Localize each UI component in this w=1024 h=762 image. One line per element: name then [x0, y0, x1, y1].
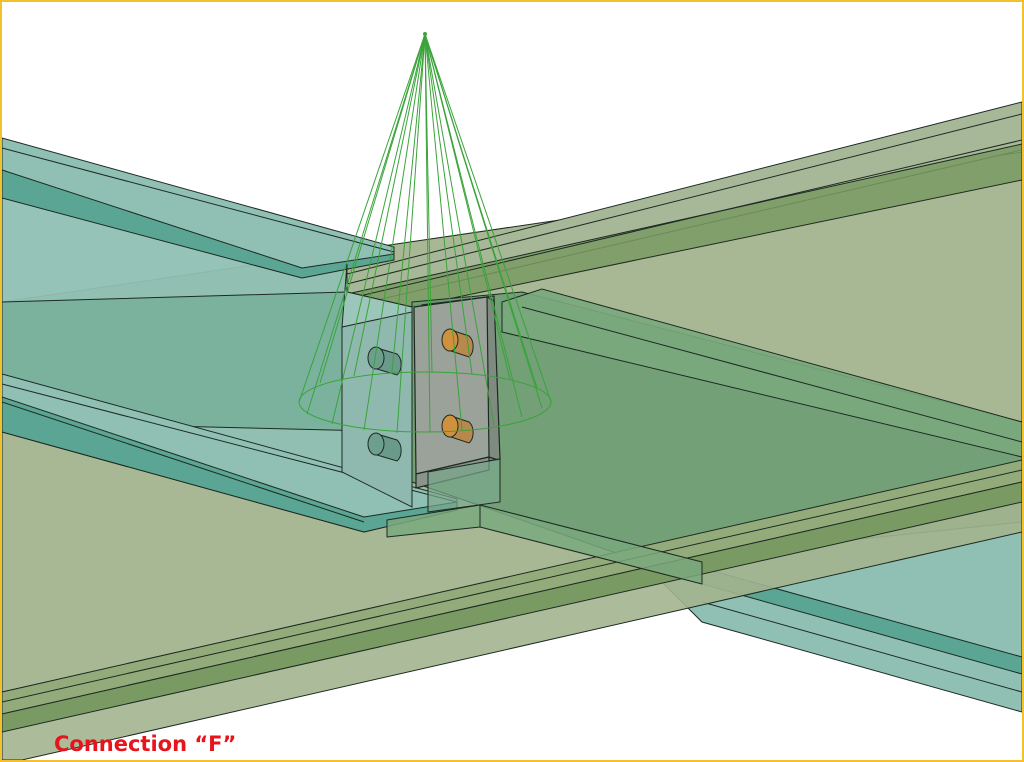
connection-plate — [413, 295, 501, 489]
bolt-3 — [441, 328, 474, 358]
plate-face — [413, 296, 490, 475]
connection-caption: Connection “F” — [54, 732, 237, 756]
teal-web-stub — [427, 458, 501, 513]
view-cone-apex — [423, 32, 427, 36]
floor-flange-strip — [501, 288, 1022, 458]
cope-top — [341, 263, 413, 328]
view-cone — [298, 32, 552, 434]
olive-beam-near-top-flange — [2, 459, 1022, 715]
bolt-2 — [367, 432, 402, 462]
olive-beam-near — [2, 459, 1022, 760]
bolt-1 — [367, 346, 402, 376]
teal-beam-left — [2, 137, 458, 533]
